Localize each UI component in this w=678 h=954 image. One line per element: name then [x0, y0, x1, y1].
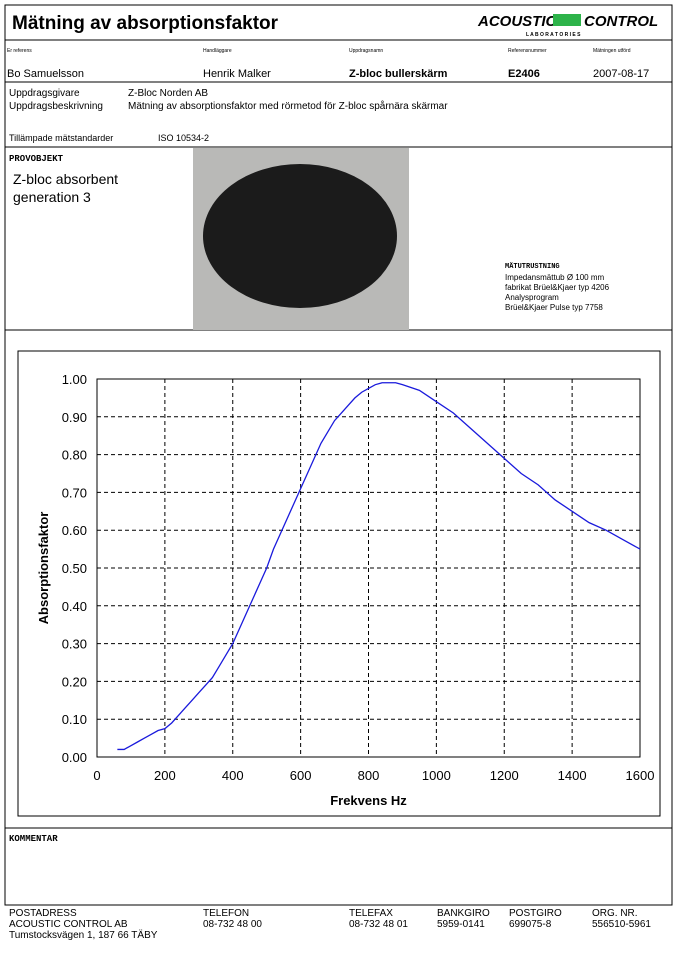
label: Uppdragsgivare — [9, 88, 80, 99]
sample-name: Z-bloc absorbent — [13, 171, 118, 187]
equipment-line: Impedansmättub Ø 100 mm — [505, 273, 604, 282]
footer-text: POSTGIRO — [509, 908, 562, 919]
data-line — [117, 382, 641, 751]
x-tick-label: 1000 — [422, 768, 451, 783]
heading: KOMMENTAR — [9, 834, 58, 844]
info-value: Henrik Malker — [203, 68, 271, 80]
value: ISO 10534-2 — [158, 133, 209, 143]
label: Uppdragsbeskrivning — [9, 101, 103, 112]
x-tick-label: 600 — [290, 768, 312, 783]
y-tick-label: 0.70 — [62, 485, 87, 500]
info-label: Handläggare — [203, 48, 232, 54]
footer-text: 5959-0141 — [437, 919, 485, 930]
y-tick-label: 0.40 — [62, 599, 87, 614]
footer-text: 08-732 48 01 — [349, 919, 408, 930]
info-label: Referensnummer — [508, 48, 547, 54]
footer-text: BANKGIRO — [437, 908, 490, 919]
footer-text: ACOUSTIC CONTROL AB — [9, 919, 128, 930]
chart-frame — [17, 350, 661, 817]
y-tick-label: 0.50 — [62, 561, 87, 576]
logo: ACOUSTIC — [477, 13, 558, 30]
sample-disc — [203, 164, 397, 308]
x-tick-label: 1200 — [490, 768, 519, 783]
plot-border — [96, 378, 641, 758]
y-tick-label: 0.90 — [62, 410, 87, 425]
x-tick-label: 1600 — [626, 768, 655, 783]
y-tick-label: 1.00 — [62, 372, 87, 387]
equipment-line: fabrikat Brüel&Kjaer typ 4206 — [505, 283, 610, 292]
x-tick-label: 800 — [358, 768, 380, 783]
info-label: Er referens — [7, 48, 32, 54]
info-label: Uppdragsnamn — [349, 48, 383, 54]
footer-text: 556510-5961 — [592, 919, 651, 930]
info-value: Z-bloc bullerskärm — [349, 68, 448, 80]
x-tick-label: 200 — [154, 768, 176, 783]
title: Mätning av absorptionsfaktor — [12, 13, 279, 34]
x-tick-label: 0 — [93, 768, 100, 783]
logo-sub: L A B O R A T O R I E S — [526, 32, 581, 38]
page-border — [4, 4, 673, 906]
label: Tillämpade mätstandarder — [9, 133, 113, 143]
value: Z-Bloc Norden AB — [128, 88, 208, 99]
x-tick-label: 400 — [222, 768, 244, 783]
logo: CONTROL — [584, 13, 658, 30]
info-label: Mätningen utförd — [593, 48, 631, 54]
footer-text: ORG. NR. — [592, 908, 638, 919]
footer-text: TELEFAX — [349, 908, 393, 919]
equipment-line: Analysprogram — [505, 293, 559, 302]
y-tick-label: 0.80 — [62, 448, 87, 463]
x-axis-label: Frekvens Hz — [330, 793, 407, 808]
equipment-line: Brüel&Kjaer Pulse typ 7758 — [505, 303, 603, 312]
heading: MÄTUTRUSTNING — [505, 262, 560, 271]
footer-text: POSTADRESS — [9, 908, 77, 919]
value: Mätning av absorptionsfaktor med rörmeto… — [128, 100, 448, 112]
footer-text: TELEFON — [203, 908, 249, 919]
x-tick-label: 1400 — [558, 768, 587, 783]
y-tick-label: 0.60 — [62, 523, 87, 538]
y-tick-label: 0.10 — [62, 712, 87, 727]
footer-text: Tumstocksvägen 1, 187 66 TÄBY — [9, 929, 158, 941]
y-tick-label: 0.30 — [62, 637, 87, 652]
info-value: E2406 — [508, 68, 540, 80]
footer-text: 08-732 48 00 — [203, 919, 262, 930]
y-axis-label: Absorptionsfaktor — [36, 512, 51, 625]
y-tick-label: 0.20 — [62, 674, 87, 689]
sample-name: generation 3 — [13, 189, 91, 205]
footer-text: 699075-8 — [509, 919, 552, 930]
y-tick-label: 0.00 — [62, 750, 87, 765]
heading: PROVOBJEKT — [9, 154, 64, 164]
info-value: Bo Samuelsson — [7, 68, 84, 80]
info-value: 2007-08-17 — [593, 68, 649, 80]
logo-mark — [553, 14, 581, 26]
